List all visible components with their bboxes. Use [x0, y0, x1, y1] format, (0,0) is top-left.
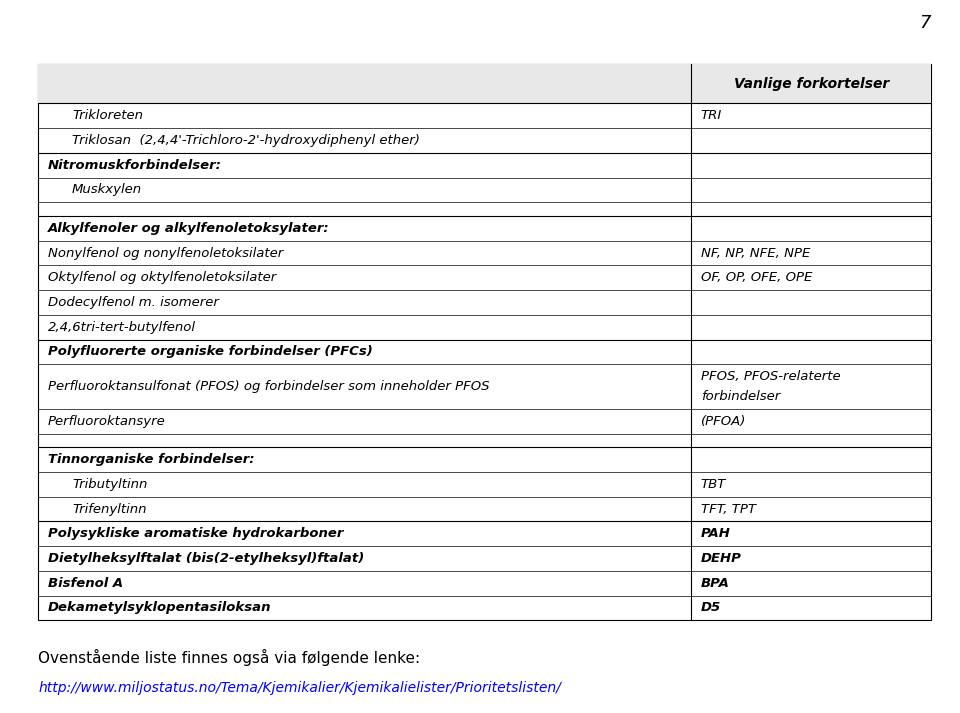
Text: Dekametylsyklopentasiloksan: Dekametylsyklopentasiloksan: [48, 602, 272, 615]
Text: Dodecylfenol m. isomerer: Dodecylfenol m. isomerer: [48, 296, 219, 309]
Text: OF, OP, OFE, OPE: OF, OP, OFE, OPE: [701, 271, 812, 284]
Text: 7: 7: [920, 14, 931, 32]
Text: BPA: BPA: [701, 577, 730, 590]
Text: Trifenyltinn: Trifenyltinn: [72, 503, 147, 515]
Text: Nitromuskforbindelser:: Nitromuskforbindelser:: [48, 159, 222, 172]
Text: TFT, TPT: TFT, TPT: [701, 503, 756, 515]
Text: Nonylfenol og nonylfenoletoksilater: Nonylfenol og nonylfenoletoksilater: [48, 247, 283, 260]
Text: D5: D5: [701, 602, 721, 615]
Text: Perfluoroktansulfonat (PFOS) og forbindelser som inneholder PFOS: Perfluoroktansulfonat (PFOS) og forbinde…: [48, 380, 490, 393]
Text: http://www.miljostatus.no/Tema/Kjemikalier/Kjemikalielister/Prioritetslisten/: http://www.miljostatus.no/Tema/Kjemikali…: [38, 681, 562, 695]
Text: Oktylfenol og oktylfenoletoksilater: Oktylfenol og oktylfenoletoksilater: [48, 271, 276, 284]
Text: NF, NP, NFE, NPE: NF, NP, NFE, NPE: [701, 247, 810, 260]
Text: TRI: TRI: [701, 109, 722, 122]
Text: Triklosan  (2,4,4'-Trichloro-2'-hydroxydiphenyl ether): Triklosan (2,4,4'-Trichloro-2'-hydroxydi…: [72, 134, 420, 147]
Text: Trikloreten: Trikloreten: [72, 109, 143, 122]
Text: Bisfenol A: Bisfenol A: [48, 577, 123, 590]
Text: Vanlige forkortelser: Vanlige forkortelser: [733, 77, 889, 91]
Text: TBT: TBT: [701, 478, 726, 491]
Text: Muskxylen: Muskxylen: [72, 183, 142, 197]
Text: DEHP: DEHP: [701, 552, 742, 565]
Text: 2,4,6tri-tert-butylfenol: 2,4,6tri-tert-butylfenol: [48, 321, 196, 334]
Text: PAH: PAH: [701, 527, 731, 540]
Text: forbindelser: forbindelser: [701, 390, 780, 403]
Bar: [38, 64, 931, 103]
Text: Alkylfenoler og alkylfenoletoksylater:: Alkylfenoler og alkylfenoletoksylater:: [48, 222, 329, 235]
Text: Tinnorganiske forbindelser:: Tinnorganiske forbindelser:: [48, 453, 254, 466]
Text: Dietylheksylftalat (bis(2-etylheksyl)ftalat): Dietylheksylftalat (bis(2-etylheksyl)fta…: [48, 552, 364, 565]
Text: Perfluoroktansyre: Perfluoroktansyre: [48, 415, 166, 428]
Text: PFOS, PFOS-relaterte: PFOS, PFOS-relaterte: [701, 370, 840, 383]
Text: Polysykliske aromatiske hydrokarboner: Polysykliske aromatiske hydrokarboner: [48, 527, 344, 540]
Text: Tributyltinn: Tributyltinn: [72, 478, 148, 491]
Text: (PFOA): (PFOA): [701, 415, 746, 428]
Text: Polyfluorerte organiske forbindelser (PFCs): Polyfluorerte organiske forbindelser (PF…: [48, 346, 372, 359]
Text: Ovenstående liste finnes også via følgende lenke:: Ovenstående liste finnes også via følgen…: [38, 649, 420, 666]
